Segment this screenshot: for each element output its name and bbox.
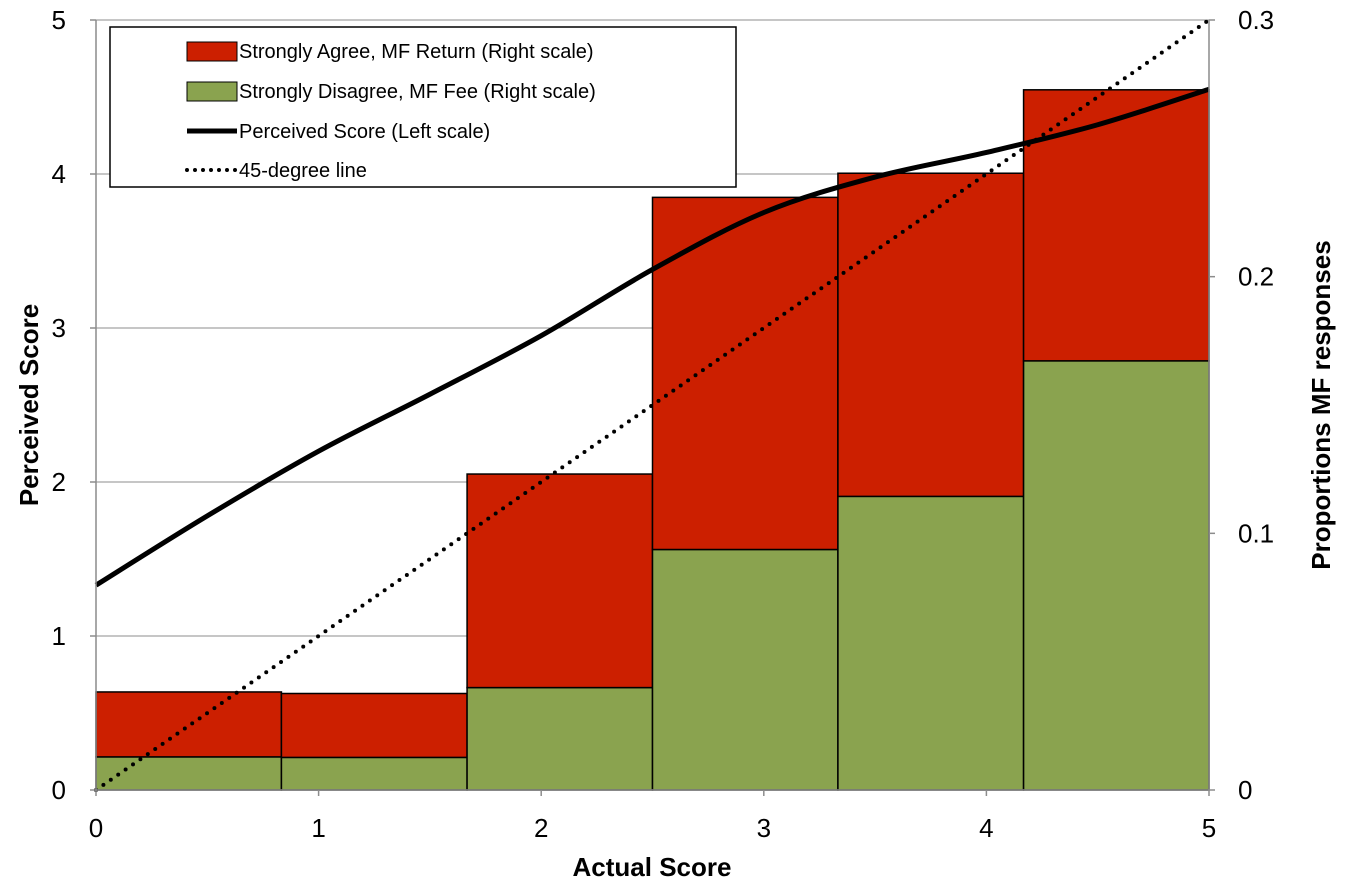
legend: Strongly Agree, MF Return (Right scale) … xyxy=(109,26,737,188)
lines xyxy=(94,18,1211,792)
bar-disagree-1 xyxy=(280,756,468,791)
bar-disagree-5 xyxy=(1022,360,1210,791)
bar-disagree-2 xyxy=(466,686,654,791)
bar-disagree-4 xyxy=(837,495,1025,791)
y-left-tick-labels: 0 1 2 3 4 5 xyxy=(52,5,66,805)
bar-disagree-0 xyxy=(95,756,283,791)
bar-agree-0 xyxy=(95,691,283,758)
line-45-degree xyxy=(94,18,1211,792)
bar-agree-3 xyxy=(651,196,839,551)
bars xyxy=(95,89,1210,791)
bar-agree-2 xyxy=(466,473,654,689)
bar-disagree-3 xyxy=(651,548,839,791)
axes xyxy=(90,19,1215,796)
y-right-axis-title: Proportions MF responses xyxy=(1306,240,1336,569)
x-tick-label-3: 3 xyxy=(757,813,771,843)
legend-label-perceived: Perceived Score (Left scale) xyxy=(239,121,490,143)
legend-label-disagree: Strongly Disagree, MF Fee (Right scale) xyxy=(239,81,596,103)
legend-swatch-agree xyxy=(186,41,238,62)
x-tick-label-5: 5 xyxy=(1202,813,1216,843)
x-tick-labels: 0 1 2 3 4 5 xyxy=(89,813,1216,843)
line-perceived-score xyxy=(94,86,1210,588)
y-right-tick-label-2: 0.2 xyxy=(1238,262,1274,292)
x-tick-label-1: 1 xyxy=(311,813,325,843)
x-tick-label-0: 0 xyxy=(89,813,103,843)
x-tick-label-2: 2 xyxy=(534,813,548,843)
x-axis-title: Actual Score xyxy=(573,852,732,882)
y-right-tick-label-1: 0.1 xyxy=(1238,518,1274,548)
y-right-tick-labels: 0 0.1 0.2 0.3 xyxy=(1238,5,1274,805)
y-left-tick-label-0: 0 xyxy=(52,775,66,805)
legend-swatch-disagree xyxy=(186,81,238,102)
y-right-tick-label-0: 0 xyxy=(1238,775,1252,805)
legend-label-45deg: 45-degree line xyxy=(239,160,367,182)
bar-agree-1 xyxy=(280,692,468,759)
y-left-tick-label-1: 1 xyxy=(52,621,66,651)
bar-agree-4 xyxy=(837,172,1025,498)
y-left-axis-title: Perceived Score xyxy=(14,304,44,506)
y-left-tick-label-5: 5 xyxy=(52,5,66,35)
legend-label-agree: Strongly Agree, MF Return (Right scale) xyxy=(239,41,594,63)
y-left-tick-label-3: 3 xyxy=(52,313,66,343)
x-tick-label-4: 4 xyxy=(979,813,993,843)
y-left-tick-label-4: 4 xyxy=(52,159,66,189)
y-left-tick-label-2: 2 xyxy=(52,467,66,497)
y-right-tick-label-3: 0.3 xyxy=(1238,5,1274,35)
